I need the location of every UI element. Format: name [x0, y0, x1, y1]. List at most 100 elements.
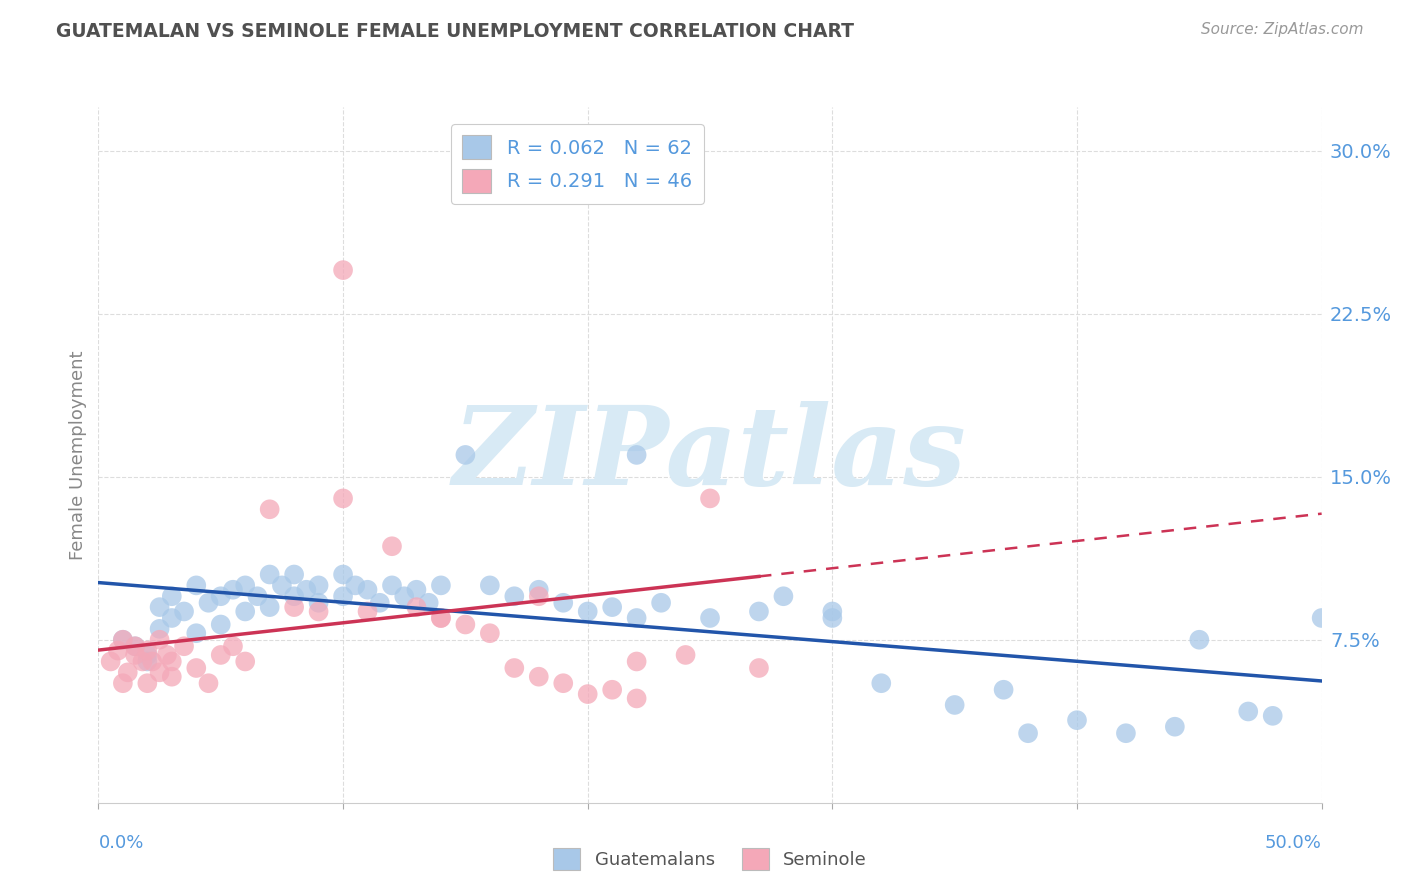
- Point: [111, 632, 134, 647]
- Point: [454, 448, 477, 462]
- Point: [527, 670, 550, 684]
- Point: [136, 676, 159, 690]
- Point: [332, 589, 354, 603]
- Point: [124, 639, 146, 653]
- Point: [478, 626, 501, 640]
- Point: [160, 670, 183, 684]
- Point: [748, 605, 770, 619]
- Y-axis label: Female Unemployment: Female Unemployment: [69, 351, 87, 559]
- Legend: Guatemalans, Seminole: Guatemalans, Seminole: [546, 841, 875, 877]
- Point: [870, 676, 893, 690]
- Text: GUATEMALAN VS SEMINOLE FEMALE UNEMPLOYMENT CORRELATION CHART: GUATEMALAN VS SEMINOLE FEMALE UNEMPLOYME…: [56, 22, 855, 41]
- Point: [156, 648, 179, 662]
- Point: [149, 665, 172, 680]
- Point: [553, 676, 575, 690]
- Text: 50.0%: 50.0%: [1265, 834, 1322, 852]
- Point: [295, 582, 318, 597]
- Point: [626, 611, 648, 625]
- Point: [405, 600, 427, 615]
- Point: [1188, 632, 1211, 647]
- Point: [1261, 708, 1284, 723]
- Point: [368, 596, 391, 610]
- Point: [111, 676, 134, 690]
- Point: [626, 655, 648, 669]
- Point: [186, 626, 208, 640]
- Point: [186, 661, 208, 675]
- Point: [149, 632, 172, 647]
- Point: [430, 578, 453, 592]
- Point: [136, 643, 159, 657]
- Point: [344, 578, 367, 592]
- Point: [993, 682, 1015, 697]
- Point: [149, 622, 172, 636]
- Point: [124, 648, 146, 662]
- Point: [626, 448, 648, 462]
- Point: [650, 596, 672, 610]
- Point: [943, 698, 966, 712]
- Point: [576, 687, 599, 701]
- Point: [197, 596, 219, 610]
- Point: [1066, 713, 1088, 727]
- Point: [600, 600, 623, 615]
- Point: [173, 639, 195, 653]
- Point: [233, 655, 256, 669]
- Point: [650, 186, 672, 201]
- Point: [1164, 720, 1187, 734]
- Point: [270, 578, 294, 592]
- Point: [209, 648, 232, 662]
- Point: [626, 691, 648, 706]
- Point: [356, 605, 378, 619]
- Point: [233, 605, 256, 619]
- Point: [821, 611, 844, 625]
- Point: [308, 596, 330, 610]
- Point: [821, 605, 844, 619]
- Point: [675, 648, 697, 662]
- Point: [418, 596, 440, 610]
- Point: [233, 578, 256, 592]
- Point: [392, 589, 416, 603]
- Point: [141, 655, 163, 669]
- Point: [527, 589, 550, 603]
- Point: [111, 632, 134, 647]
- Point: [308, 578, 330, 592]
- Text: Source: ZipAtlas.com: Source: ZipAtlas.com: [1201, 22, 1364, 37]
- Point: [381, 539, 404, 553]
- Point: [136, 655, 159, 669]
- Point: [259, 567, 281, 582]
- Point: [1237, 705, 1260, 719]
- Point: [173, 605, 195, 619]
- Text: 0.0%: 0.0%: [98, 834, 143, 852]
- Point: [1310, 611, 1333, 625]
- Point: [259, 600, 281, 615]
- Point: [209, 589, 232, 603]
- Point: [283, 600, 305, 615]
- Point: [699, 491, 721, 506]
- Point: [160, 589, 183, 603]
- Point: [772, 589, 794, 603]
- Point: [222, 639, 245, 653]
- Point: [149, 600, 172, 615]
- Point: [259, 502, 281, 516]
- Point: [356, 582, 378, 597]
- Point: [131, 655, 153, 669]
- Point: [209, 617, 232, 632]
- Point: [246, 589, 269, 603]
- Point: [527, 582, 550, 597]
- Point: [503, 589, 526, 603]
- Point: [332, 567, 354, 582]
- Point: [748, 661, 770, 675]
- Point: [117, 665, 139, 680]
- Point: [100, 655, 122, 669]
- Point: [283, 589, 305, 603]
- Point: [332, 491, 354, 506]
- Point: [186, 578, 208, 592]
- Point: [160, 611, 183, 625]
- Point: [478, 578, 501, 592]
- Point: [222, 582, 245, 597]
- Point: [197, 676, 219, 690]
- Point: [430, 611, 453, 625]
- Point: [553, 596, 575, 610]
- Text: ZIPatlas: ZIPatlas: [453, 401, 967, 508]
- Point: [405, 582, 427, 597]
- Point: [600, 682, 623, 697]
